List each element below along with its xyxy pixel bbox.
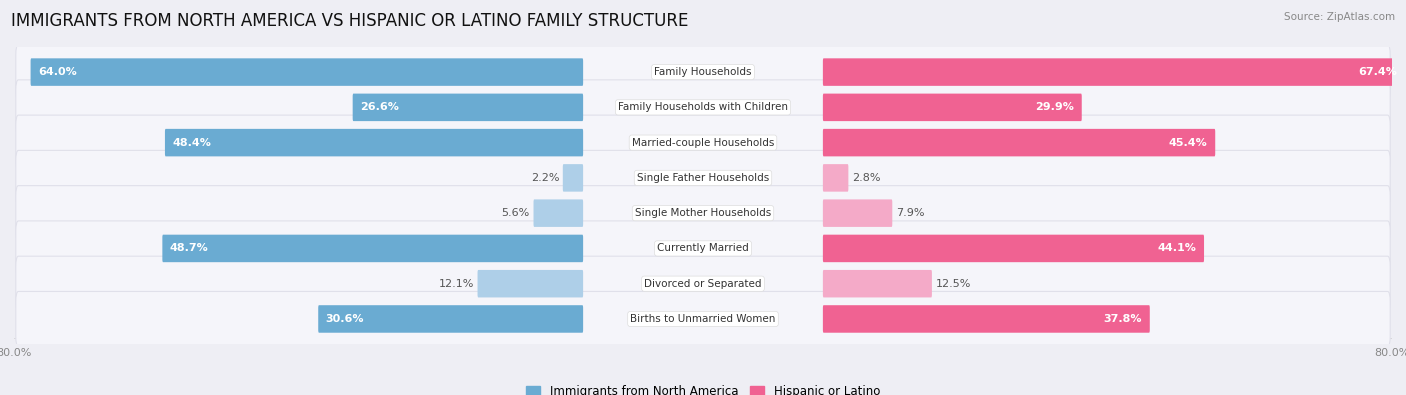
FancyBboxPatch shape <box>15 221 1391 276</box>
Text: IMMIGRANTS FROM NORTH AMERICA VS HISPANIC OR LATINO FAMILY STRUCTURE: IMMIGRANTS FROM NORTH AMERICA VS HISPANI… <box>11 12 689 30</box>
FancyBboxPatch shape <box>15 150 1391 205</box>
Text: Single Father Households: Single Father Households <box>637 173 769 183</box>
FancyBboxPatch shape <box>353 94 583 121</box>
FancyBboxPatch shape <box>823 235 1204 262</box>
Text: Births to Unmarried Women: Births to Unmarried Women <box>630 314 776 324</box>
Text: 12.5%: 12.5% <box>935 279 972 289</box>
FancyBboxPatch shape <box>15 292 1391 346</box>
Text: Family Households: Family Households <box>654 67 752 77</box>
FancyBboxPatch shape <box>165 129 583 156</box>
FancyBboxPatch shape <box>478 270 583 297</box>
Legend: Immigrants from North America, Hispanic or Latino: Immigrants from North America, Hispanic … <box>522 380 884 395</box>
Text: Single Mother Households: Single Mother Households <box>636 208 770 218</box>
FancyBboxPatch shape <box>162 235 583 262</box>
Text: Married-couple Households: Married-couple Households <box>631 137 775 148</box>
FancyBboxPatch shape <box>823 129 1215 156</box>
FancyBboxPatch shape <box>15 80 1391 135</box>
Text: 7.9%: 7.9% <box>896 208 924 218</box>
FancyBboxPatch shape <box>318 305 583 333</box>
FancyBboxPatch shape <box>823 164 848 192</box>
FancyBboxPatch shape <box>823 58 1405 86</box>
Text: 45.4%: 45.4% <box>1168 137 1208 148</box>
Text: 12.1%: 12.1% <box>439 279 474 289</box>
FancyBboxPatch shape <box>533 199 583 227</box>
Text: Currently Married: Currently Married <box>657 243 749 254</box>
FancyBboxPatch shape <box>823 270 932 297</box>
FancyBboxPatch shape <box>15 256 1391 311</box>
FancyBboxPatch shape <box>15 115 1391 170</box>
FancyBboxPatch shape <box>15 186 1391 241</box>
Text: 2.2%: 2.2% <box>530 173 560 183</box>
Text: 64.0%: 64.0% <box>38 67 77 77</box>
Text: 30.6%: 30.6% <box>326 314 364 324</box>
FancyBboxPatch shape <box>823 305 1150 333</box>
Text: 48.7%: 48.7% <box>170 243 208 254</box>
Text: Source: ZipAtlas.com: Source: ZipAtlas.com <box>1284 12 1395 22</box>
Text: 5.6%: 5.6% <box>502 208 530 218</box>
Text: 29.9%: 29.9% <box>1035 102 1074 112</box>
Text: 26.6%: 26.6% <box>360 102 399 112</box>
Text: 37.8%: 37.8% <box>1104 314 1142 324</box>
Text: 48.4%: 48.4% <box>173 137 211 148</box>
Text: 44.1%: 44.1% <box>1157 243 1197 254</box>
Text: Divorced or Separated: Divorced or Separated <box>644 279 762 289</box>
Text: 2.8%: 2.8% <box>852 173 880 183</box>
FancyBboxPatch shape <box>823 94 1081 121</box>
FancyBboxPatch shape <box>15 45 1391 100</box>
FancyBboxPatch shape <box>31 58 583 86</box>
Text: Family Households with Children: Family Households with Children <box>619 102 787 112</box>
Text: 67.4%: 67.4% <box>1358 67 1398 77</box>
FancyBboxPatch shape <box>823 199 893 227</box>
FancyBboxPatch shape <box>562 164 583 192</box>
